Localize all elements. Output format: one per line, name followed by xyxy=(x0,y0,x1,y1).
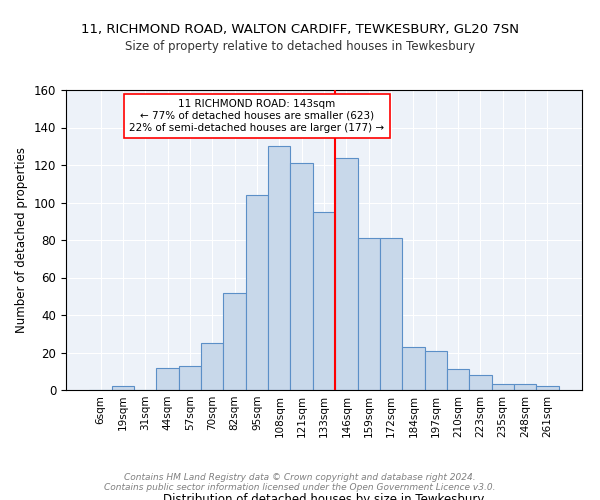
Bar xyxy=(246,195,268,390)
Bar xyxy=(514,384,536,390)
Bar xyxy=(112,386,134,390)
Text: Size of property relative to detached houses in Tewkesbury: Size of property relative to detached ho… xyxy=(125,40,475,53)
Bar xyxy=(201,343,223,390)
Bar xyxy=(335,158,358,390)
Bar xyxy=(290,163,313,390)
Bar xyxy=(358,238,380,390)
Bar xyxy=(157,368,179,390)
Text: 11, RICHMOND ROAD, WALTON CARDIFF, TEWKESBURY, GL20 7SN: 11, RICHMOND ROAD, WALTON CARDIFF, TEWKE… xyxy=(81,22,519,36)
Bar xyxy=(402,347,425,390)
Bar xyxy=(469,375,491,390)
Bar xyxy=(425,350,447,390)
Bar xyxy=(179,366,201,390)
Text: Contains HM Land Registry data © Crown copyright and database right 2024.
Contai: Contains HM Land Registry data © Crown c… xyxy=(104,473,496,492)
Y-axis label: Number of detached properties: Number of detached properties xyxy=(16,147,28,333)
Bar xyxy=(223,292,246,390)
Bar xyxy=(536,386,559,390)
Bar xyxy=(313,212,335,390)
Bar xyxy=(447,370,469,390)
Text: 11 RICHMOND ROAD: 143sqm
← 77% of detached houses are smaller (623)
22% of semi-: 11 RICHMOND ROAD: 143sqm ← 77% of detach… xyxy=(130,100,385,132)
Bar xyxy=(491,384,514,390)
Bar xyxy=(380,238,402,390)
X-axis label: Distribution of detached houses by size in Tewkesbury: Distribution of detached houses by size … xyxy=(163,492,485,500)
Bar xyxy=(268,146,290,390)
